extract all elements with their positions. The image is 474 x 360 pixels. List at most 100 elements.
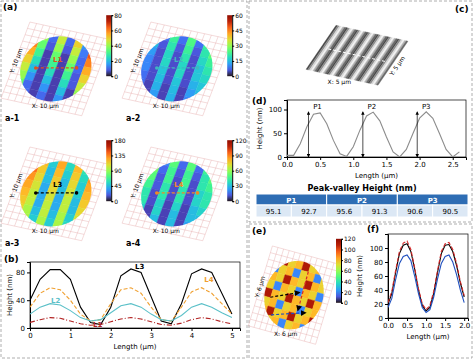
cell	[274, 254, 284, 264]
tick-label: 2.0	[459, 322, 470, 330]
grid-line	[68, 162, 97, 238]
tick-label: 60	[235, 167, 243, 174]
profile-end	[34, 191, 38, 195]
profile-label: L4	[174, 181, 183, 189]
tick-label: 40	[114, 42, 122, 49]
cell	[305, 326, 315, 336]
cell	[69, 98, 80, 108]
cell	[13, 202, 24, 212]
profile-end	[155, 191, 159, 195]
cell	[90, 168, 101, 178]
tick: 20	[374, 301, 388, 309]
value-cell	[327, 205, 362, 217]
cell	[61, 96, 72, 106]
table-value: 92.7	[301, 208, 317, 216]
table	[256, 182, 468, 217]
tick-mark	[320, 157, 321, 160]
tick-label: 0	[235, 73, 239, 80]
column-header: P2	[357, 197, 367, 205]
tick-mark	[27, 300, 30, 301]
series-line	[388, 255, 464, 312]
tick-mark	[111, 30, 113, 31]
tick: 45	[111, 182, 122, 189]
cell	[308, 318, 318, 328]
axis-label: X: 6 µm	[274, 330, 298, 338]
cell	[61, 221, 72, 231]
header-cell	[327, 194, 398, 205]
profile-end	[75, 191, 79, 195]
value-cell	[397, 205, 432, 217]
cells	[131, 30, 222, 108]
cell	[19, 87, 30, 97]
tick-mark	[426, 318, 427, 321]
axis-title: Height (nm)	[356, 255, 364, 297]
cell	[259, 304, 269, 314]
tick-label: 0.5	[402, 322, 413, 330]
header-cell	[256, 194, 327, 205]
table-value: 95.6	[337, 208, 353, 216]
height-arrow	[362, 112, 363, 157]
tick: 0.5	[315, 157, 326, 169]
axis-line	[342, 239, 344, 303]
cell	[298, 324, 308, 334]
profile-label: L1	[53, 56, 62, 64]
axis-label: X: 10 µm	[153, 227, 180, 235]
tick: 135	[111, 152, 126, 159]
map-8	[248, 246, 339, 344]
tick: 90	[111, 167, 122, 174]
map-title: a-2	[126, 114, 140, 123]
map-1	[122, 22, 231, 116]
tick-mark	[386, 157, 387, 160]
tick-label: 0	[114, 198, 118, 205]
tick: 2.0	[459, 318, 470, 330]
cell	[69, 223, 80, 233]
cell	[72, 90, 83, 100]
height-arrow	[308, 112, 309, 157]
grid-line	[151, 22, 232, 40]
axis-label: Y: 10 µm	[8, 172, 25, 200]
tick: 40	[111, 42, 122, 49]
tick: 20	[341, 289, 352, 296]
grid-line	[189, 37, 218, 113]
cell	[13, 77, 24, 87]
map-title: a-3	[5, 239, 19, 248]
tick-label: 40	[374, 287, 383, 295]
series-line	[30, 269, 232, 325]
tick-label: 60	[374, 273, 383, 281]
cells	[256, 254, 332, 336]
tick: 50	[273, 130, 287, 138]
tick-label: 50	[273, 130, 282, 138]
tick-mark	[464, 318, 465, 321]
map-3	[122, 147, 231, 241]
tick-label: 2.0	[415, 161, 426, 169]
tick: 1.0	[421, 318, 432, 330]
cell	[134, 202, 145, 212]
axis-label: X: 10 µm	[32, 227, 59, 235]
series-line	[287, 112, 459, 157]
axis: 012345	[28, 328, 240, 340]
plot-area	[30, 269, 232, 325]
annotation: P1	[313, 103, 322, 111]
tick: 0	[278, 154, 287, 162]
panel-frame	[1, 1, 247, 358]
axis-line	[112, 16, 114, 77]
cell	[190, 223, 201, 233]
tick-mark	[27, 328, 30, 329]
table-value: 90.6	[407, 208, 423, 216]
tick-mark	[232, 186, 234, 187]
tick-label: 30	[235, 42, 243, 49]
tick-mark	[232, 15, 234, 16]
profile-line	[328, 49, 386, 62]
value-cell	[362, 205, 397, 217]
axis: 04080	[16, 263, 30, 333]
tick: 60	[111, 27, 122, 34]
axis-label: X: 5 µm	[328, 78, 352, 86]
tick-label: 120	[235, 137, 247, 144]
tick-mark	[284, 110, 287, 111]
tick-label: 80	[114, 12, 122, 19]
panel-label: (e)	[252, 226, 266, 236]
tick: 40	[16, 297, 30, 305]
axis-title: Length (µm)	[355, 172, 398, 180]
tick-label: 5	[230, 332, 234, 340]
tick-label: 120	[344, 235, 356, 242]
